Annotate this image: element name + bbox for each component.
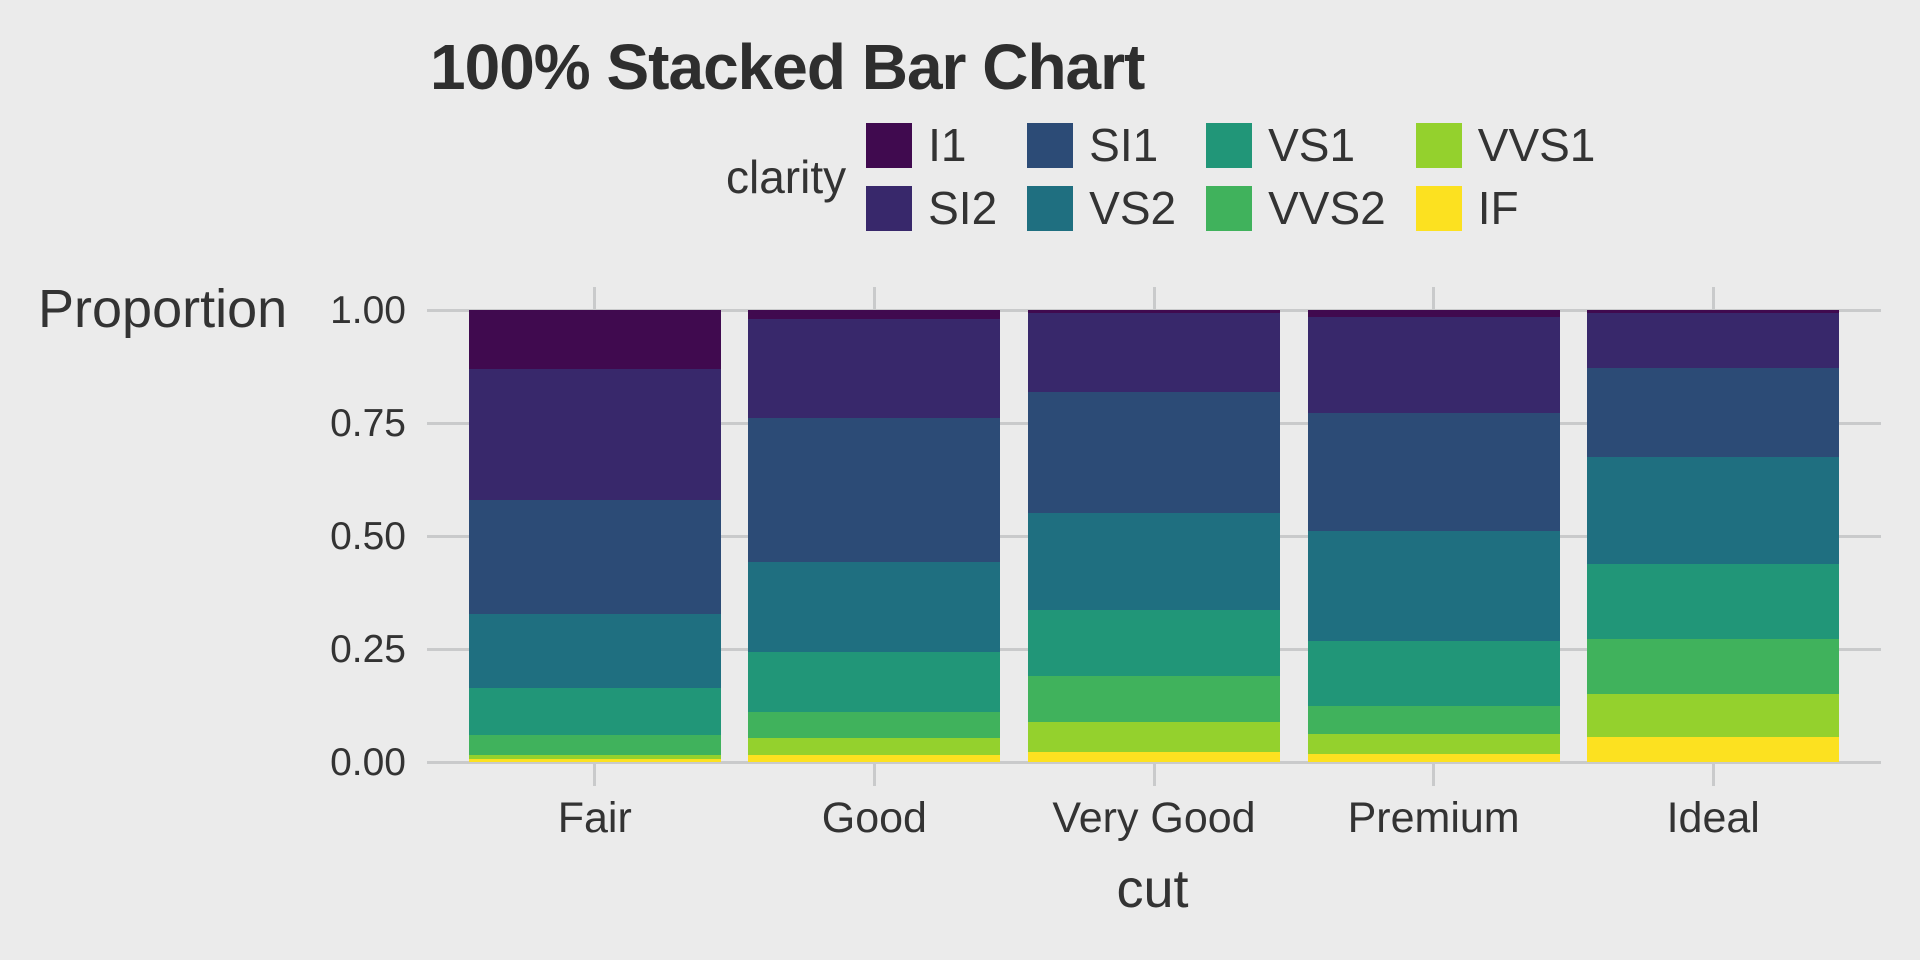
h-gridline-0.00	[427, 760, 1881, 764]
bar-very-good	[1028, 310, 1280, 762]
legend-keys: I1 SI2 SI1 VS2 VS1 VVS2 VVS1 IF	[866, 122, 1595, 231]
bar-segment-if-very-good	[1028, 751, 1280, 762]
legend-label-si2: SI2	[928, 182, 998, 234]
bar-segment-si1-fair	[468, 499, 721, 615]
legend-label-i1: I1	[928, 119, 967, 171]
bar-good	[748, 310, 1001, 762]
bar-segment-if-good	[748, 755, 1001, 762]
chart-title: 100% Stacked Bar Chart	[430, 31, 1145, 103]
legend-title: clarity	[726, 150, 847, 203]
bar-segment-if-fair	[468, 759, 721, 762]
legend-swatch-if	[1415, 185, 1462, 231]
bar-segment-vvs1-very-good	[1028, 722, 1280, 752]
x-tick-label-good: Good	[821, 794, 927, 842]
bar-premium	[1307, 310, 1560, 762]
y-axis-title: Proportion	[38, 279, 288, 339]
bar-segment-vvs2-fair	[468, 735, 721, 755]
legend-swatch-i1	[866, 122, 913, 168]
legend-label-vs2: VS2	[1089, 182, 1177, 234]
legend-label-if: IF	[1477, 182, 1519, 234]
bar-ideal	[1587, 310, 1840, 762]
legend-swatch-si1	[1027, 122, 1074, 168]
legend-key-vvs2: VVS2	[1206, 185, 1386, 231]
x-tick-label-very-good: Very Good	[1052, 794, 1256, 842]
bar-segment-vvs2-good	[748, 711, 1001, 739]
bar-segment-si2-ideal	[1587, 313, 1840, 368]
bar-segment-si1-premium	[1307, 413, 1560, 531]
bar-segment-vvs1-ideal	[1587, 693, 1840, 737]
y-tick-label: 1.00	[330, 289, 406, 332]
legend-column: SI1 VS2	[1027, 122, 1176, 231]
bar-segment-i1-fair	[468, 310, 721, 369]
bar-segment-vs2-fair	[468, 614, 721, 688]
bar-segment-vs1-very-good	[1028, 609, 1280, 677]
bar-segment-i1-good	[748, 310, 1001, 319]
legend-key-if: IF	[1415, 182, 1596, 234]
bar-segment-vs2-ideal	[1587, 457, 1840, 564]
bar-segment-si1-ideal	[1587, 367, 1840, 458]
bar-segment-vs2-premium	[1307, 530, 1560, 641]
legend-column: VVS1 IF	[1415, 119, 1596, 234]
bar-segment-vvs2-premium	[1307, 705, 1560, 735]
legend-label-vs1: VS1	[1268, 119, 1356, 171]
bar-segment-si2-very-good	[1028, 313, 1280, 392]
bar-segment-vs1-fair	[468, 687, 721, 736]
bar-segment-i1-ideal	[1587, 310, 1840, 314]
legend-column: I1 SI2	[866, 122, 997, 231]
bar-segment-vvs1-good	[748, 738, 1001, 756]
bar-segment-vs1-ideal	[1587, 563, 1840, 639]
y-tick-label: 0.25	[330, 628, 406, 671]
x-tick-label-premium: Premium	[1347, 794, 1520, 842]
legend-key-vs1: VS1	[1206, 122, 1386, 168]
bar-segment-vvs1-premium	[1307, 734, 1560, 755]
legend-label-vvs2: VVS2	[1268, 182, 1386, 234]
bar-segment-si1-very-good	[1028, 391, 1280, 513]
legend-key-vvs1: VVS1	[1415, 119, 1596, 171]
legend-label-si1: SI1	[1089, 119, 1159, 171]
bar-segment-si2-good	[748, 318, 1001, 419]
bar-segment-si1-good	[748, 418, 1001, 563]
x-tick-label-ideal: Ideal	[1666, 794, 1760, 842]
x-tick-label-fair: Fair	[557, 794, 632, 842]
y-tick-label: 0.00	[330, 741, 406, 784]
bar-segment-vs1-premium	[1307, 640, 1560, 706]
y-tick-label: 0.50	[330, 515, 406, 558]
bar-segment-vs2-good	[748, 562, 1001, 653]
legend-swatch-si2	[866, 185, 913, 231]
bar-segment-vvs2-ideal	[1587, 638, 1840, 694]
bar-segment-vs2-very-good	[1028, 512, 1280, 610]
bar-segment-si2-premium	[1307, 316, 1560, 414]
legend-swatch-vs2	[1027, 185, 1074, 231]
legend-swatch-vvs2	[1206, 185, 1253, 231]
legend-swatch-vvs1	[1415, 122, 1462, 168]
legend-swatch-vs1	[1206, 122, 1253, 168]
legend-key-si2: SI2	[866, 185, 997, 231]
legend-column: VS1 VVS2	[1206, 122, 1386, 231]
legend-key-i1: I1	[866, 122, 997, 168]
bar-segment-vvs2-very-good	[1028, 676, 1280, 723]
legend-key-vs2: VS2	[1027, 185, 1176, 231]
bar-segment-if-ideal	[1587, 736, 1840, 762]
bar-segment-vs1-good	[748, 652, 1001, 712]
bar-segment-vvs1-fair	[468, 754, 721, 760]
legend-label-vvs1: VVS1	[1477, 119, 1596, 171]
bar-fair	[468, 310, 721, 762]
y-tick-label: 0.75	[330, 402, 406, 445]
bar-segment-i1-premium	[1307, 310, 1560, 317]
legend: clarity I1 SI2 SI1 VS2 VS1 VVS2 VVS1 IF	[726, 122, 1595, 231]
legend-key-si1: SI1	[1027, 122, 1176, 168]
bar-segment-i1-very-good	[1028, 310, 1280, 314]
x-axis-title: cut	[1116, 859, 1189, 919]
bar-segment-if-premium	[1307, 754, 1560, 762]
bar-segment-si2-fair	[468, 368, 721, 500]
